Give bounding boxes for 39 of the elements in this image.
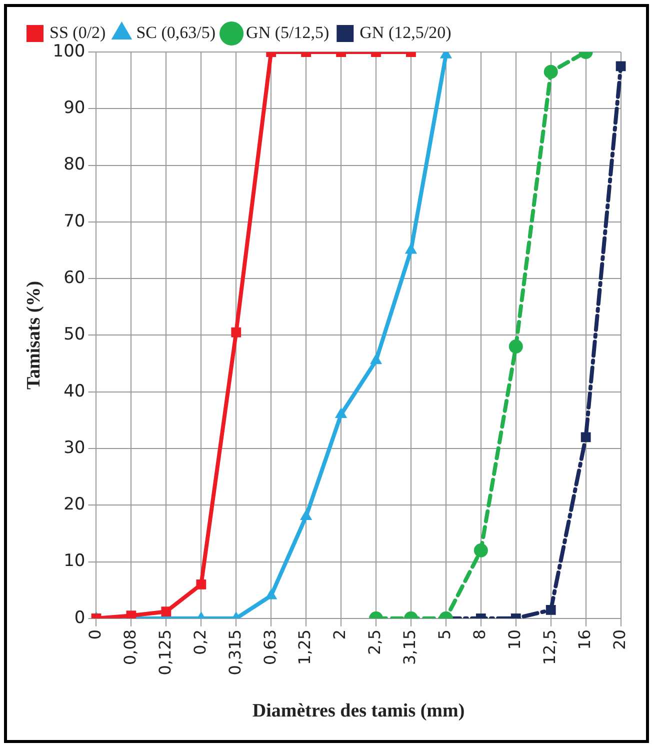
point <box>334 407 348 418</box>
y-tick-label: 100 <box>52 41 86 62</box>
x-tick-label: 8 <box>470 629 490 640</box>
point <box>580 432 591 442</box>
y-tick-label: 10 <box>64 551 86 572</box>
x-tick-label: 10 <box>505 629 524 650</box>
x-tick-label: 0,125 <box>155 629 174 676</box>
x-tick-label: 0,63 <box>260 629 280 666</box>
x-tick-label: 5 <box>435 629 454 640</box>
legend-label: SS (0/2) <box>50 22 106 42</box>
point <box>265 588 278 600</box>
x-tick-label: 16 <box>574 629 594 650</box>
point <box>231 327 242 338</box>
y-tick-label: 20 <box>64 494 86 515</box>
point <box>300 509 312 520</box>
point <box>370 354 382 364</box>
point <box>508 340 523 354</box>
legend-label: SC (0,63/5) <box>136 22 216 42</box>
x-tick-label: 12,5 <box>540 629 560 666</box>
x-tick-label: 2,5 <box>365 629 384 655</box>
x-tick-label: 2 <box>330 629 350 640</box>
x-tick-label: 0,08 <box>120 629 140 666</box>
y-tick-label: 90 <box>64 98 86 118</box>
x-tick-label: 0,2 <box>190 629 210 655</box>
y-tick-label: 50 <box>64 324 86 345</box>
y-tick-label: 30 <box>64 438 86 458</box>
y-tick-label: 70 <box>64 211 86 232</box>
y-tick-label: 60 <box>64 268 86 288</box>
legend-label: GN (12,5/20) <box>360 22 452 42</box>
y-tick-label: 40 <box>64 381 86 402</box>
x-tick-label: 3,15 <box>400 629 420 666</box>
x-tick-label: 0,315 <box>225 629 244 676</box>
legend-label: GN (5/12,5) <box>246 22 330 42</box>
y-tick-label: 80 <box>64 154 86 175</box>
y-axis-title: Tamisats (%) <box>23 280 44 390</box>
x-tick-label: 20 <box>610 629 629 650</box>
x-tick-label: 1,25 <box>295 629 314 666</box>
x-axis-title: Diamètres des tamis (mm) <box>252 700 465 722</box>
x-tick-label: 0 <box>85 629 104 640</box>
